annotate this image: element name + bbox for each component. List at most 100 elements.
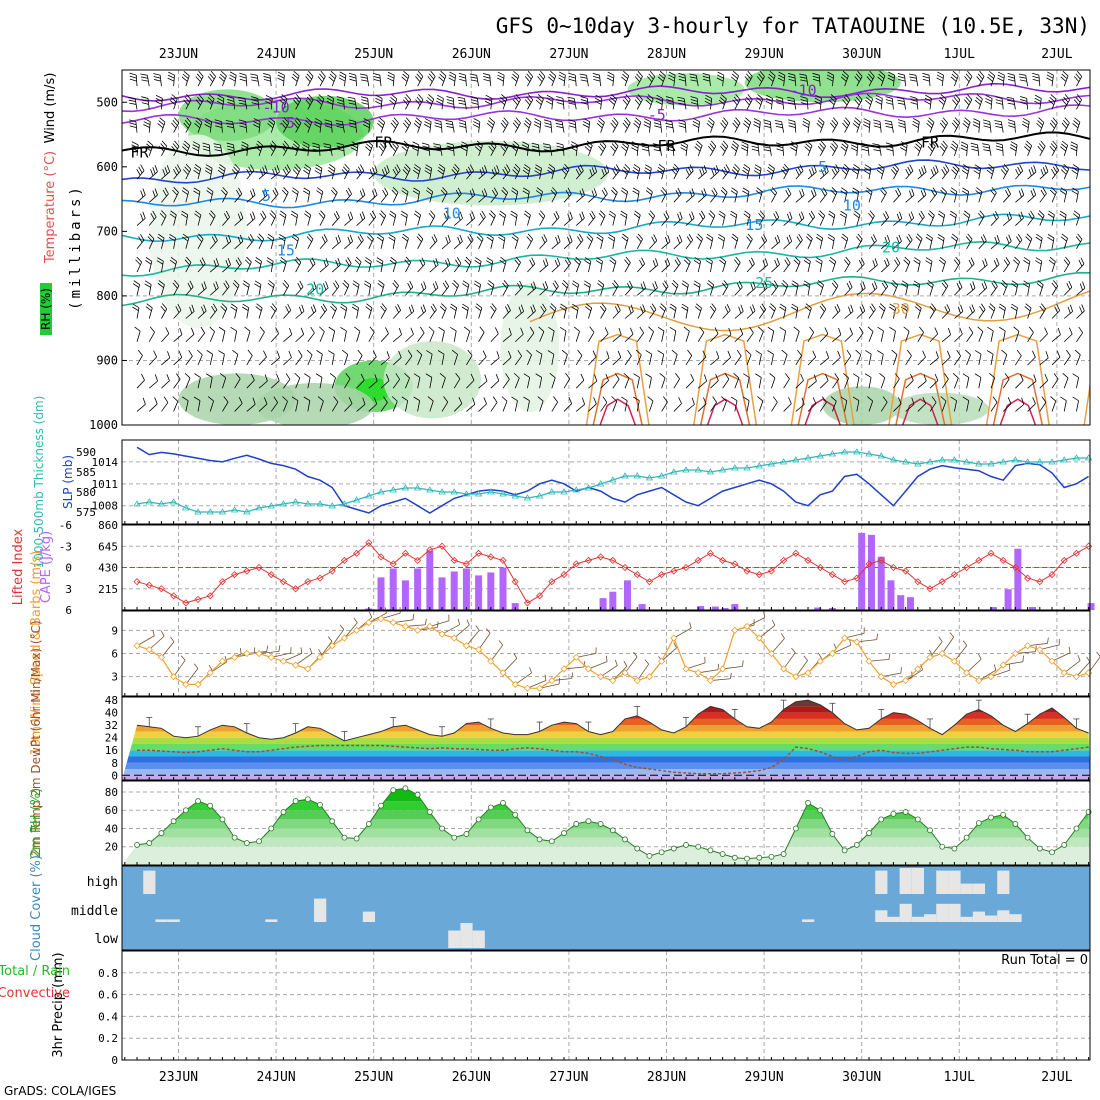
wind-10m-barb [466, 630, 480, 647]
barb-flag [479, 213, 484, 220]
barb-flag [256, 303, 263, 309]
wind-barb [429, 215, 436, 226]
barb-flag [568, 397, 573, 404]
wind-barb [331, 75, 337, 87]
wind-barb [380, 171, 390, 180]
wind-speed-marker [292, 661, 300, 669]
date-label-top: 23JUN [159, 47, 198, 62]
wind-barb [197, 144, 200, 156]
barb-flag [266, 260, 273, 265]
wind-barb [490, 237, 494, 249]
wind-barb [246, 239, 255, 250]
barb-flag [435, 258, 439, 266]
wind-barb [551, 401, 558, 412]
wind-barb [222, 75, 227, 87]
wind-barb [380, 402, 388, 412]
rh-blob [500, 283, 560, 413]
wind-barb [551, 241, 561, 250]
barb-flag [145, 306, 152, 312]
wind-barb [441, 98, 444, 110]
wind-barb [368, 356, 377, 366]
wind-barb [466, 284, 470, 296]
barb-flag [337, 148, 345, 152]
wind-barb [234, 378, 241, 389]
barb-flag [315, 167, 322, 172]
barb-flag [283, 117, 289, 124]
barb-flag [493, 187, 499, 194]
rh-marker [878, 816, 885, 823]
barb-flag [556, 125, 564, 129]
wind-barb [514, 333, 524, 343]
wind-barb [173, 146, 180, 157]
barb-flag [561, 349, 568, 355]
barb-flag [470, 96, 478, 99]
barb-flag [194, 166, 201, 172]
temp-contour [122, 213, 1090, 243]
wind-barb [392, 146, 399, 157]
wind-barb [197, 76, 204, 87]
barb-flag [440, 70, 447, 77]
tick-label: 32 [105, 719, 118, 732]
barb-flag [198, 233, 204, 240]
wind-barb [489, 75, 492, 87]
barb-flag [242, 306, 249, 311]
barb-flag [223, 282, 228, 290]
date-label-bottom: 25JUN [354, 1070, 393, 1085]
wind-barb [283, 214, 287, 226]
rh-marker [756, 854, 763, 861]
barb-flag [559, 306, 566, 312]
barb-flag [336, 99, 344, 102]
barb-flag [220, 305, 226, 312]
wind-10m-flag [353, 617, 358, 623]
wind-10m-barb [966, 658, 982, 674]
barb-flag [467, 166, 472, 174]
barb-flag [517, 282, 521, 290]
wind-speed-marker [1024, 642, 1032, 650]
barb-flag [325, 258, 329, 266]
barb-flag [210, 70, 216, 77]
barb-flag [381, 303, 387, 310]
wind-barb [159, 75, 162, 87]
wind-speed-marker [633, 676, 641, 685]
wind-barb [344, 75, 347, 87]
barb-flag [184, 166, 190, 173]
barb-flag [581, 188, 585, 196]
barb-flag [351, 306, 359, 311]
barb-flag [514, 96, 520, 103]
barb-flag [294, 372, 301, 379]
barb-flag [292, 187, 299, 192]
barb-flag [129, 125, 137, 129]
barb-flag [196, 73, 203, 80]
wind-barb [453, 241, 463, 250]
wind-barb [575, 261, 582, 273]
wind-barb [379, 75, 382, 87]
wind-barb [490, 193, 499, 203]
wind-barb [527, 76, 534, 87]
rh-marker [768, 853, 775, 860]
contour-label: -5 [277, 114, 295, 132]
wind-barb [368, 261, 372, 273]
barb-flag [157, 283, 164, 288]
wind-barb [136, 331, 141, 342]
barb-flag [552, 187, 558, 193]
barb-flag [555, 123, 563, 126]
wind-barb [331, 401, 339, 412]
wind-barb [466, 170, 474, 180]
wind-10m-flag [1086, 656, 1091, 663]
barb-flag [349, 234, 353, 242]
barb-flag [164, 187, 169, 195]
barb-flag [579, 190, 583, 198]
barb-flag [283, 140, 290, 147]
wind-barb [466, 307, 469, 319]
wind-barb [380, 357, 390, 366]
wind-barb [319, 240, 328, 250]
barb-flag [313, 281, 317, 289]
barb-flag [231, 303, 238, 309]
wind-10m-barb [685, 662, 706, 670]
wind-10m-flag [771, 619, 776, 626]
barb-flag [455, 189, 460, 197]
wind-10m-flag [368, 611, 373, 618]
rh-marker [805, 800, 811, 806]
barb-flag [204, 123, 212, 129]
